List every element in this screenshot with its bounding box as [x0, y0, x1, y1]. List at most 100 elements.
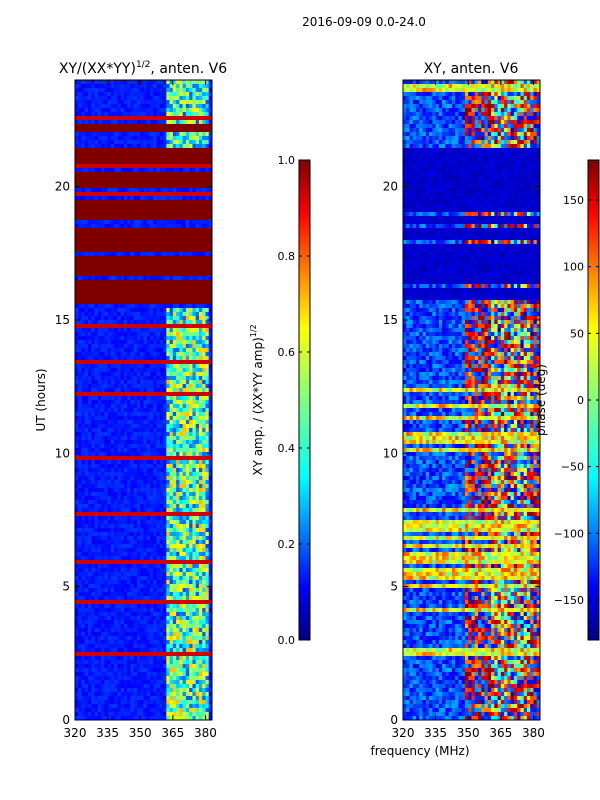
amplitude-cell [185, 392, 190, 397]
amplitude-cell [198, 144, 203, 149]
amplitude-cell [140, 444, 144, 449]
amplitude-cell [140, 548, 144, 553]
amplitude-cell [146, 368, 151, 373]
amplitude-cell [179, 220, 184, 225]
amplitude-cell [192, 224, 197, 229]
amplitude-cell [78, 480, 82, 485]
amplitude-cell [156, 444, 161, 449]
amplitude-cell [107, 180, 112, 185]
amplitude-cell [120, 168, 125, 173]
amplitude-cell [156, 408, 161, 413]
amplitude-cell [182, 456, 187, 461]
amplitude-cell [136, 308, 141, 313]
amplitude-cell [205, 396, 210, 401]
amplitude-cell [208, 444, 213, 449]
amplitude-cell [117, 368, 122, 373]
amplitude-cell [107, 100, 112, 105]
amplitude-cell [84, 244, 89, 249]
amplitude-cell [163, 348, 167, 353]
amplitude-cell [81, 480, 86, 485]
amplitude-cell [81, 376, 86, 381]
amplitude-cell [81, 180, 86, 185]
amplitude-cell [110, 368, 115, 373]
amplitude-cell [189, 396, 193, 401]
amplitude-cell [120, 432, 125, 437]
amplitude-cell [185, 216, 190, 221]
amplitude-cell [84, 364, 89, 369]
amplitude-cell [97, 516, 102, 521]
amplitude-cell [156, 108, 161, 113]
amplitude-cell [104, 84, 109, 89]
amplitude-cell [163, 312, 167, 317]
amplitude-cell [104, 212, 109, 217]
amplitude-cell [84, 96, 89, 101]
amplitude-cell [130, 248, 135, 253]
amplitude-cell [104, 404, 109, 409]
amplitude-cell [166, 296, 170, 301]
amplitude-cell [120, 356, 125, 361]
amplitude-cell [146, 468, 151, 473]
amplitude-cell [176, 444, 180, 449]
amplitude-cell [159, 484, 164, 489]
amplitude-cell [172, 272, 177, 277]
amplitude-cell [153, 524, 157, 529]
amplitude-cell [88, 472, 92, 477]
amplitude-cell [169, 236, 174, 241]
amplitude-cell [136, 484, 141, 489]
amplitude-cell [120, 200, 125, 205]
amplitude-cell [202, 88, 206, 93]
amplitude-cell [208, 424, 213, 429]
amplitude-cell [107, 240, 112, 245]
amplitude-cell [143, 96, 148, 101]
amplitude-cell [153, 448, 157, 453]
amplitude-cell [81, 232, 86, 237]
amplitude-cell [107, 284, 112, 289]
amplitude-cell [150, 504, 154, 509]
amplitude-cell [75, 120, 79, 125]
amplitude-cell [114, 196, 118, 201]
amplitude-cell [176, 412, 180, 417]
amplitude-cell [176, 376, 180, 381]
amplitude-cell [208, 496, 213, 501]
amplitude-cell [156, 548, 161, 553]
amplitude-cell [176, 160, 180, 165]
amplitude-cell [94, 192, 99, 197]
amplitude-cell [84, 496, 89, 501]
amplitude-cell [117, 492, 122, 497]
amplitude-cell [163, 368, 167, 373]
amplitude-cell [208, 472, 213, 477]
amplitude-cell [182, 152, 187, 157]
amplitude-cell [192, 296, 197, 301]
amplitude-cell [117, 136, 122, 141]
amplitude-cell [189, 88, 193, 93]
amplitude-cell [94, 520, 99, 525]
amplitude-cell [205, 336, 210, 341]
amplitude-cell [94, 528, 99, 533]
amplitude-cell [97, 108, 102, 113]
amplitude-cell [114, 264, 118, 269]
amplitude-cell [179, 232, 184, 237]
amplitude-cell [143, 224, 148, 229]
amplitude-cell [195, 272, 200, 277]
amplitude-cell [101, 280, 105, 285]
amplitude-cell [198, 476, 203, 481]
amplitude-cell [172, 496, 177, 501]
amplitude-cell [146, 176, 151, 181]
amplitude-cell [123, 248, 128, 253]
amplitude-cell [195, 504, 200, 509]
amplitude-cell [166, 416, 170, 421]
amplitude-cell [81, 492, 86, 497]
amplitude-cell [169, 296, 174, 301]
amplitude-cell [195, 132, 200, 137]
amplitude-cell [195, 136, 200, 141]
amplitude-cell [205, 440, 210, 445]
amplitude-cell [166, 396, 170, 401]
amplitude-cell [84, 176, 89, 181]
amplitude-cell [104, 356, 109, 361]
amplitude-cell [166, 148, 170, 153]
amplitude-cell [78, 400, 82, 405]
amplitude-cell [198, 140, 203, 145]
amplitude-cell [127, 80, 131, 85]
amplitude-cell [130, 476, 135, 481]
amplitude-cell [133, 356, 138, 361]
